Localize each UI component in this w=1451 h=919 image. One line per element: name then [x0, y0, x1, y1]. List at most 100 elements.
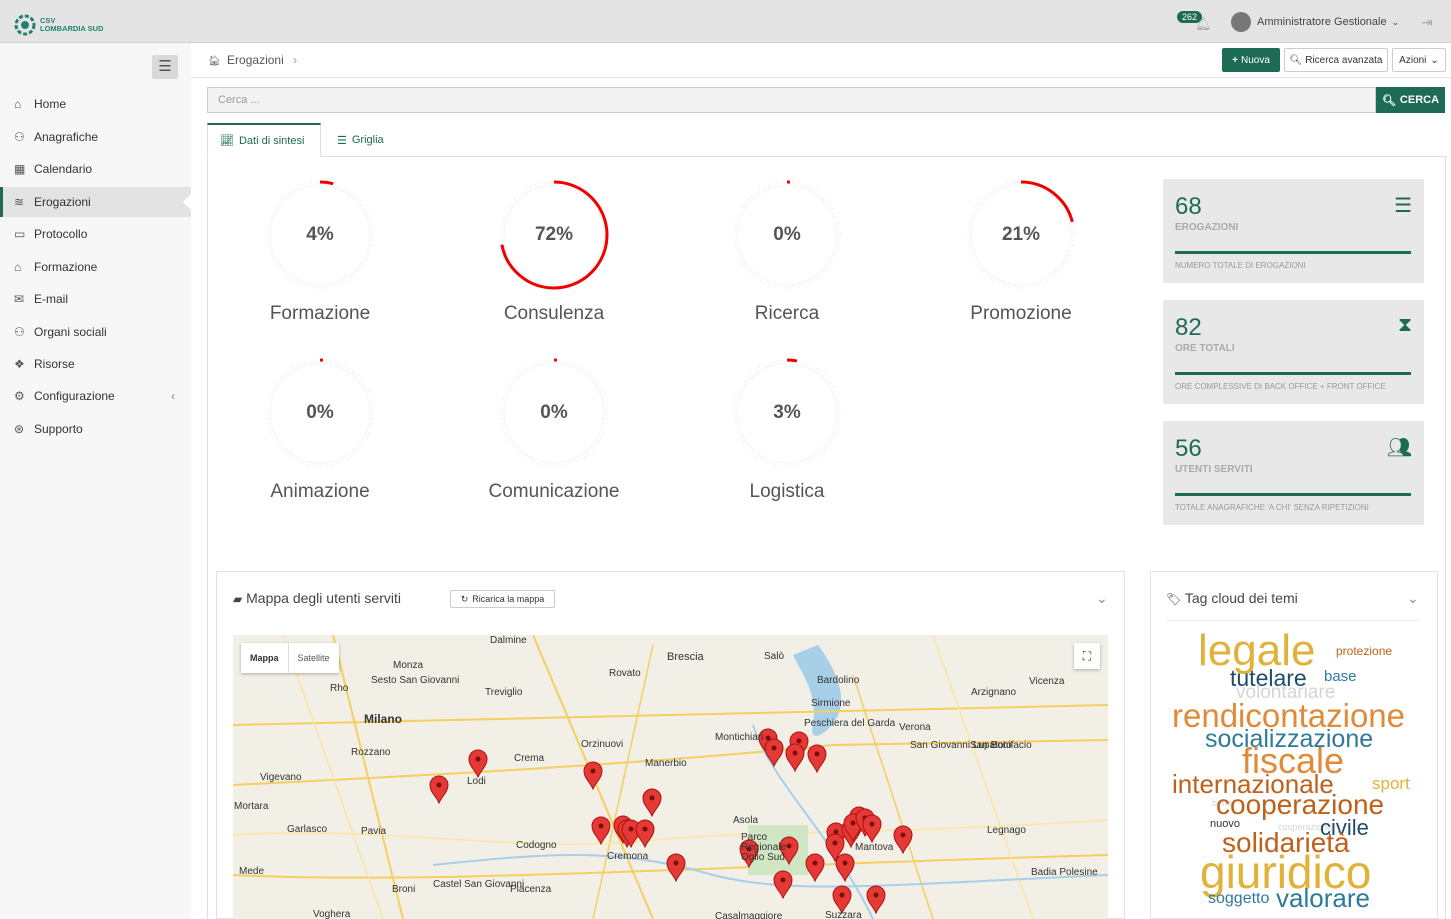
collapse-map-icon[interactable]: ⌄	[1096, 590, 1108, 606]
new-button[interactable]: + Nuova	[1222, 48, 1280, 72]
tag-cloud-word[interactable]: fiscale	[1242, 740, 1345, 781]
gauge-ring	[265, 180, 375, 290]
map-marker-icon[interactable]	[666, 853, 686, 883]
bell-icon[interactable]: 🔔︎	[1195, 16, 1212, 31]
breadcrumb-item[interactable]: Erogazioni	[227, 53, 284, 67]
sidebar-item-organi-sociali[interactable]: ⚇ Organi sociali	[0, 317, 191, 347]
map-marker-icon[interactable]	[591, 816, 611, 846]
tag-cloud-word[interactable]: protezione	[1336, 644, 1393, 658]
map-marker-icon[interactable]	[764, 738, 784, 768]
sidebar-item-calendario[interactable]: ▦ Calendario	[0, 154, 191, 184]
map-city-label: Orzinuovi	[581, 739, 624, 750]
tag-cloud-word[interactable]: rendicontazione	[1172, 697, 1405, 734]
map-city-label: Verona	[899, 722, 931, 733]
tab-griglia[interactable]: ☰ Griglia	[337, 134, 384, 147]
map-marker-icon[interactable]	[862, 814, 882, 844]
map-marker-icon[interactable]	[785, 743, 805, 773]
map-marker-icon[interactable]	[835, 853, 855, 883]
tag-cloud-word[interactable]: cooperazione	[1278, 822, 1333, 832]
tag-cloud-word[interactable]: civile	[1320, 815, 1369, 840]
cubes-icon: ❖	[14, 357, 25, 371]
sidebar-item-e-mail[interactable]: ✉ E-mail	[0, 284, 191, 314]
map-marker-dot	[796, 738, 802, 744]
search-button[interactable]: 🔍︎ CERCA	[1376, 87, 1445, 113]
user-menu[interactable]: Amministratore Gestionale ⌄	[1231, 12, 1399, 32]
tag-cloud-word[interactable]: bene	[1212, 798, 1233, 808]
tag-cloud-word[interactable]: soggetto	[1208, 890, 1270, 907]
map-marker-icon[interactable]	[642, 788, 662, 818]
map-marker-dot	[873, 892, 879, 898]
gauge-ricerca: 0% Ricerca	[697, 180, 877, 340]
stat-title: ORE TOTALI	[1175, 343, 1235, 354]
logout-icon[interactable]: ⇥	[1421, 14, 1433, 30]
gauge-arc	[966, 180, 1076, 290]
map-marker-icon[interactable]	[429, 775, 449, 805]
sidebar-item-protocollo[interactable]: ▭ Protocollo	[0, 219, 191, 249]
tag-cloud-word[interactable]: base	[1324, 668, 1357, 685]
gauge-value: 0%	[540, 402, 568, 423]
map-marker-icon[interactable]	[779, 836, 799, 866]
map-marker-icon[interactable]	[773, 870, 793, 900]
advanced-search-button[interactable]: 🔍︎ Ricerca avanzata	[1284, 48, 1388, 72]
map-marker-icon[interactable]	[825, 833, 845, 863]
map-marker-dot	[780, 877, 786, 883]
actions-dropdown[interactable]: Azioni ⌄	[1392, 48, 1446, 72]
map-city-label: Mede	[239, 866, 265, 877]
map-marker-icon[interactable]	[832, 885, 852, 915]
divider	[1166, 620, 1420, 621]
sidebar-item-formazione[interactable]: ⌂ Formazione	[0, 252, 191, 282]
sidebar-item-supporto[interactable]: ⊛ Supporto	[0, 414, 191, 444]
tag-cloud-word[interactable]: tutelare	[1230, 665, 1307, 691]
map-marker-dot	[642, 826, 648, 832]
tag-cloud-word[interactable]: volontariare	[1236, 682, 1336, 703]
tag-cloud-word[interactable]: sport	[1372, 774, 1410, 793]
sidebar-item-erogazioni[interactable]: ≋ Erogazioni	[0, 187, 191, 217]
gauge-label: Consulenza	[503, 303, 605, 324]
sidebar-item-risorse[interactable]: ❖ Risorse	[0, 349, 191, 379]
home-icon[interactable]: 🏠︎	[208, 56, 221, 67]
avatar	[1231, 12, 1251, 32]
menu-toggle-button[interactable]: ☰	[152, 55, 178, 79]
logo[interactable]: CSV LOMBARDIA SUD	[14, 14, 103, 36]
map-marker-icon[interactable]	[893, 825, 913, 855]
collapse-tags-icon[interactable]: ⌄	[1407, 590, 1419, 606]
map-marker-dot	[869, 821, 875, 827]
tag-cloud-title: 🏷︎ Tag cloud dei temi	[1166, 590, 1298, 606]
tag-cloud-word[interactable]: legale	[1198, 626, 1316, 675]
map-marker-icon[interactable]	[739, 839, 759, 869]
map-marker-dot	[842, 860, 848, 866]
tag-cloud-word[interactable]: nuovo	[1210, 818, 1240, 830]
map-marker-icon[interactable]	[866, 885, 886, 915]
map-roads	[233, 635, 1108, 919]
tag-cloud-word[interactable]: solidarietà	[1222, 827, 1350, 858]
map-marker-icon[interactable]	[805, 853, 825, 883]
map-type-map[interactable]: Mappa	[250, 653, 279, 663]
map-city-label: Montichiari	[715, 732, 764, 743]
map-marker-icon[interactable]	[807, 744, 827, 774]
tag-cloud-word[interactable]: socializzazione	[1205, 725, 1374, 753]
tag-cloud-word[interactable]: cooperazione	[1216, 789, 1385, 820]
tag-cloud-word[interactable]: internazionale	[1172, 769, 1334, 799]
map-marker-icon[interactable]	[635, 819, 655, 849]
fullscreen-icon[interactable]: ⛶	[1074, 643, 1100, 669]
search-input[interactable]: Cerca ...	[207, 87, 1376, 113]
tag-cloud-word[interactable]: valorare	[1276, 883, 1370, 913]
map[interactable]: Mappa Satellite ⛶ Dalmine Monza Sesto San …	[233, 635, 1108, 919]
reload-map-button[interactable]: ↻ Ricarica la mappa	[450, 590, 555, 608]
map-type-satellite[interactable]: Satellite	[287, 643, 339, 673]
map-city-label: Treviglio	[485, 687, 523, 698]
map-type-toggle[interactable]: Mappa Satellite	[241, 643, 339, 673]
map-marker-icon[interactable]	[468, 749, 488, 779]
sidebar-item-configurazione[interactable]: ⚙ Configurazione ‹	[0, 381, 191, 411]
map-marker-icon[interactable]	[583, 761, 603, 791]
gauge-arc	[499, 180, 609, 290]
tab-dati-di-sintesi[interactable]: 📈︎ Dati di sintesi	[207, 123, 321, 157]
map-marker-dot	[746, 846, 752, 852]
map-city-label: Casalmaggiore	[715, 911, 783, 919]
sidebar-item-anagrafiche[interactable]: ⚇ Anagrafiche	[0, 122, 191, 152]
map-marker-dot	[832, 840, 838, 846]
map-marker-icon[interactable]	[621, 819, 641, 849]
sidebar-item-home[interactable]: ⌂ Home	[0, 89, 191, 119]
map-city-label: Arzignano	[971, 687, 1017, 698]
tag-cloud-word[interactable]: giuridico	[1200, 846, 1372, 898]
